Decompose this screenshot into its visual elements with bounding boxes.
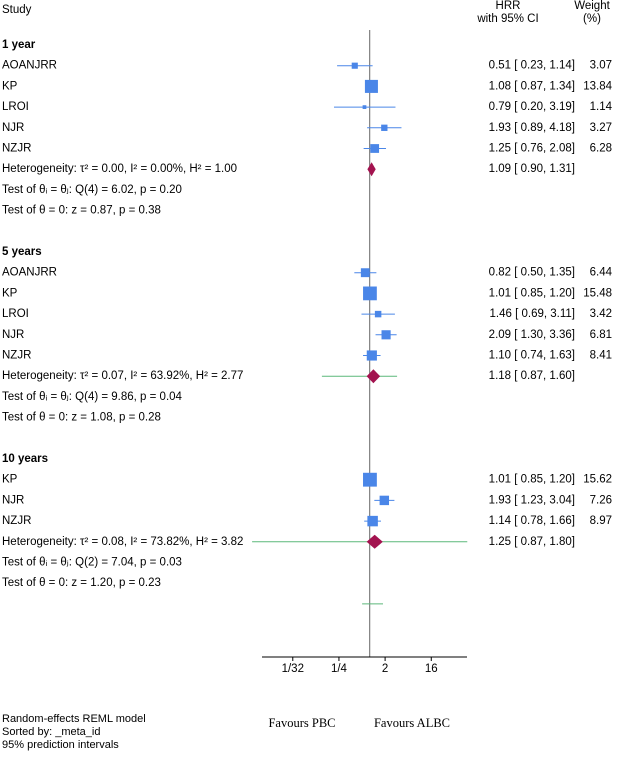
ci-label: 0.79 [ 0.20, 3.19] bbox=[489, 101, 575, 113]
weight-label: 13.84 bbox=[583, 80, 612, 92]
study-marker bbox=[381, 330, 391, 340]
weight-label: 6.44 bbox=[590, 267, 613, 279]
study-marker bbox=[379, 495, 390, 506]
overall-diamond bbox=[366, 534, 383, 549]
ci-label: 1.46 [ 0.69, 3.11] bbox=[490, 308, 575, 320]
test-label: Test of θ = 0: z = 0.87, p = 0.38 bbox=[2, 205, 161, 217]
study-name: LROI bbox=[2, 308, 29, 320]
study-name: KP bbox=[2, 474, 18, 486]
note: Random-effects REML model bbox=[2, 713, 146, 725]
study-marker bbox=[366, 350, 377, 361]
group-title: 10 years bbox=[2, 453, 48, 465]
weight-label: 3.07 bbox=[590, 60, 612, 72]
ci-label: 1.08 [ 0.87, 1.34] bbox=[489, 80, 575, 92]
ci-label: 2.09 [ 1.30, 3.36] bbox=[489, 329, 575, 341]
ci-label: 0.82 [ 0.50, 1.35] bbox=[489, 267, 575, 279]
weight-label: 3.42 bbox=[590, 308, 612, 320]
group-title: 1 year bbox=[2, 39, 36, 51]
heterogeneity: Heterogeneity: τ² = 0.08, I² = 73.82%, H… bbox=[2, 536, 243, 548]
study-name: LROI bbox=[2, 101, 29, 113]
overall-diamond bbox=[367, 162, 376, 177]
weight-label: 3.27 bbox=[590, 122, 612, 134]
weight-label: 6.28 bbox=[590, 143, 612, 155]
study-marker bbox=[374, 310, 382, 318]
x-tick-label: 1/32 bbox=[282, 663, 304, 675]
study-name: KP bbox=[2, 80, 18, 92]
ci-label: 1.93 [ 0.89, 4.18] bbox=[489, 122, 575, 134]
test-label: Test of θ = 0: z = 1.20, p = 0.23 bbox=[2, 577, 161, 589]
ci-label: 1.01 [ 0.85, 1.20] bbox=[489, 474, 575, 486]
weight-label: 15.62 bbox=[583, 474, 612, 486]
axis-label: Favours PBC bbox=[268, 716, 335, 730]
test-label: Test of θ = 0: z = 1.08, p = 0.28 bbox=[2, 412, 161, 424]
weight-header: Weight bbox=[574, 0, 610, 12]
group-title: 5 years bbox=[2, 246, 42, 258]
heterogeneity: Heterogeneity: τ² = 0.07, I² = 63.92%, H… bbox=[2, 370, 243, 382]
study-marker bbox=[362, 105, 367, 109]
study-marker bbox=[367, 515, 378, 527]
ci-label: 1.25 [ 0.87, 1.80] bbox=[489, 536, 575, 548]
ci-label: 0.51 [ 0.23, 1.14] bbox=[489, 60, 575, 72]
ci-label: 1.25 [ 0.76, 2.08] bbox=[489, 143, 575, 155]
test-label: Test of θᵢ = θⱼ: Q(2) = 7.04, p = 0.03 bbox=[2, 557, 182, 569]
study-marker bbox=[363, 286, 377, 301]
ci-label: 1.93 [ 1.23, 3.04] bbox=[489, 494, 575, 506]
study-name: NZJR bbox=[2, 143, 31, 155]
study-marker bbox=[363, 472, 377, 487]
overall-diamond bbox=[366, 369, 381, 384]
weight-label: 1.14 bbox=[590, 101, 613, 113]
weight-header: (%) bbox=[583, 13, 601, 25]
test-label: Test of θᵢ = θⱼ: Q(4) = 6.02, p = 0.20 bbox=[2, 184, 182, 196]
study-name: AOANJRR bbox=[2, 60, 57, 72]
x-tick-label: 2 bbox=[382, 663, 388, 675]
weight-label: 7.26 bbox=[590, 494, 612, 506]
study-marker bbox=[381, 124, 388, 131]
ci-label: 1.14 [ 0.78, 1.66] bbox=[489, 515, 575, 527]
ci-label: 1.01 [ 0.85, 1.20] bbox=[489, 287, 575, 299]
study-name: NZJR bbox=[2, 515, 31, 527]
x-tick-label: 1/4 bbox=[331, 663, 348, 675]
x-tick-label: 16 bbox=[425, 663, 438, 675]
heterogeneity: Heterogeneity: τ² = 0.00, I² = 0.00%, H²… bbox=[2, 163, 237, 175]
ci-label: 1.09 [ 0.90, 1.31] bbox=[489, 163, 575, 175]
weight-label: 8.97 bbox=[590, 515, 612, 527]
study-marker bbox=[351, 62, 358, 69]
study-marker bbox=[364, 79, 378, 93]
weight-label: 15.48 bbox=[583, 287, 612, 299]
study-marker bbox=[360, 268, 370, 278]
study-name: NJR bbox=[2, 329, 24, 341]
effect-header: with 95% CI bbox=[476, 13, 538, 25]
note: Sorted by: _meta_id bbox=[2, 726, 100, 738]
study-header: Study bbox=[2, 4, 32, 16]
ci-label: 1.18 [ 0.87, 1.60] bbox=[489, 370, 575, 382]
test-label: Test of θᵢ = θⱼ: Q(4) = 9.86, p = 0.04 bbox=[2, 391, 183, 403]
weight-label: 8.41 bbox=[590, 350, 612, 362]
study-name: NJR bbox=[2, 494, 24, 506]
axis-label: Favours ALBC bbox=[374, 716, 450, 730]
effect-header: HRR bbox=[496, 0, 521, 12]
note: 95% prediction intervals bbox=[2, 739, 119, 751]
study-name: AOANJRR bbox=[2, 267, 57, 279]
study-marker bbox=[370, 144, 380, 153]
study-name: NZJR bbox=[2, 350, 31, 362]
ci-label: 1.10 [ 0.74, 1.63] bbox=[489, 350, 575, 362]
study-name: KP bbox=[2, 287, 18, 299]
weight-label: 6.81 bbox=[590, 329, 612, 341]
study-name: NJR bbox=[2, 122, 24, 134]
